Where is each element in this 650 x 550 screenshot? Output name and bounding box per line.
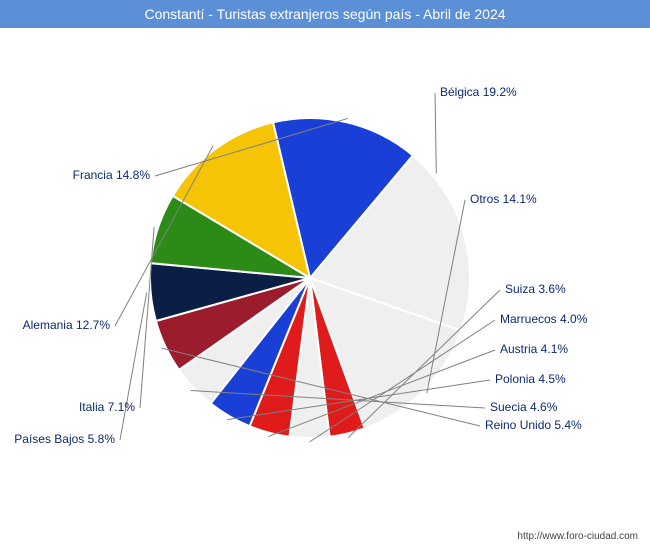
slice-label: Italia 7.1% — [79, 400, 135, 414]
leader-line — [435, 93, 436, 173]
slice-label: Austria 4.1% — [500, 342, 568, 356]
slice-label: Reino Unido 5.4% — [485, 418, 582, 432]
slice-label: Alemania 12.7% — [23, 318, 110, 332]
slice-label: Suiza 3.6% — [505, 282, 566, 296]
slice-label: Otros 14.1% — [470, 192, 537, 206]
slice-label: Polonia 4.5% — [495, 372, 566, 386]
slice-label: Países Bajos 5.8% — [14, 432, 115, 446]
pie-chart: Bélgica 19.2% Otros 14.1% Suiza 3.6% Marrue… — [0, 28, 650, 518]
chart-title: Constantí - Turistas extranjeros según p… — [0, 0, 650, 28]
slice-label: Suecia 4.6% — [490, 400, 557, 414]
footer-url: http://www.foro-ciudad.com — [517, 531, 638, 542]
slice-label: Bélgica 19.2% — [440, 85, 517, 99]
slice-label: Marruecos 4.0% — [500, 312, 587, 326]
slice-label: Francia 14.8% — [73, 168, 150, 182]
leader-line — [120, 293, 147, 440]
